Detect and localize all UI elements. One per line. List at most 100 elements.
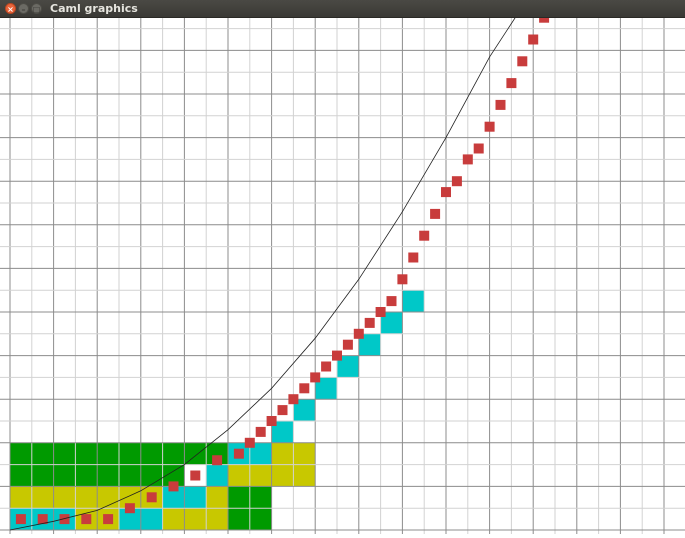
yellow-cell — [31, 486, 54, 509]
yellow-cell — [184, 508, 207, 530]
red-square — [353, 328, 364, 339]
red-square — [451, 176, 462, 187]
red-square — [266, 416, 277, 426]
green-cell — [206, 442, 228, 465]
green-cell — [228, 486, 250, 509]
green-cell — [97, 442, 119, 465]
window-title: Caml graphics — [50, 2, 138, 15]
yellow-cell — [249, 464, 272, 487]
cyan-cell — [206, 464, 228, 487]
cyan-cell — [380, 312, 403, 334]
yellow-cell — [119, 486, 141, 509]
yellow-cell — [53, 486, 76, 509]
green-cell — [140, 464, 163, 487]
green-cell — [10, 464, 32, 487]
red-square — [190, 470, 201, 481]
red-square — [495, 99, 506, 110]
red-square — [15, 514, 26, 525]
red-square — [310, 372, 321, 383]
parabola-curve — [9, 6, 523, 531]
red-square — [441, 187, 451, 198]
cyan-cell — [271, 421, 294, 443]
green-cell — [162, 464, 185, 487]
yellow-cell — [271, 464, 294, 487]
red-square — [146, 492, 157, 503]
red-square — [419, 230, 430, 241]
red-square — [408, 252, 419, 263]
green-cell — [75, 464, 98, 487]
red-square — [277, 405, 288, 416]
red-square — [124, 503, 135, 514]
green-cell — [53, 464, 76, 487]
title-bar: × – □ Caml graphics — [0, 0, 685, 18]
green-cell — [119, 442, 141, 465]
red-square — [255, 426, 266, 437]
green-cell — [53, 442, 76, 465]
yellow-cell — [97, 486, 119, 509]
cyan-cell — [184, 486, 207, 509]
red-square — [364, 317, 375, 328]
red-square — [484, 121, 495, 132]
red-square — [528, 34, 539, 45]
green-cell — [162, 442, 185, 465]
yellow-cell — [10, 486, 32, 509]
yellow-cell — [293, 442, 316, 465]
cyan-cell — [249, 442, 272, 465]
red-square — [375, 307, 386, 317]
minimize-button[interactable]: – — [18, 3, 29, 14]
red-square — [168, 481, 179, 492]
yellow-cell — [293, 464, 316, 487]
yellow-cell — [228, 464, 250, 487]
cyan-cell — [358, 333, 381, 356]
green-cell — [249, 508, 272, 530]
maximize-button[interactable]: □ — [31, 3, 42, 14]
red-square — [212, 455, 223, 466]
red-square — [288, 394, 299, 405]
cyan-cell — [315, 377, 337, 400]
red-square — [506, 78, 517, 89]
red-square — [103, 514, 114, 525]
red-square — [321, 361, 332, 372]
red-square — [59, 514, 70, 525]
grid-layer — [0, 18, 685, 534]
yellow-cell — [206, 486, 228, 509]
red-square — [244, 437, 255, 448]
red-square — [386, 296, 397, 307]
graphics-drawing — [0, 6, 685, 534]
curve-layer — [9, 6, 523, 531]
red-square — [233, 448, 244, 459]
green-cell — [140, 442, 163, 465]
cyan-cell — [337, 355, 359, 378]
cyan-cell — [293, 399, 316, 421]
green-cell — [10, 442, 32, 465]
graphics-canvas — [0, 6, 685, 534]
cyan-cell — [402, 290, 425, 312]
red-square — [332, 350, 342, 361]
close-button[interactable]: × — [5, 3, 16, 14]
cyan-cell — [162, 486, 185, 509]
cyan-cell — [119, 508, 141, 530]
green-cell — [184, 442, 207, 465]
red-square — [430, 208, 441, 219]
red-square — [397, 274, 408, 285]
red-square — [539, 12, 550, 23]
green-cell — [119, 464, 141, 487]
red-square — [299, 383, 310, 394]
yellow-cell — [75, 486, 98, 509]
yellow-cell — [206, 508, 228, 530]
filled-cells-layer — [10, 290, 425, 530]
red-square — [462, 154, 473, 165]
red-squares-layer — [15, 12, 550, 525]
green-cell — [228, 508, 250, 530]
green-cell — [97, 464, 119, 487]
red-square — [473, 143, 484, 154]
yellow-cell — [162, 508, 185, 530]
red-square — [81, 514, 92, 525]
red-square — [517, 56, 528, 67]
red-square — [37, 514, 48, 525]
cyan-cell — [140, 508, 163, 530]
green-cell — [31, 442, 54, 465]
red-square — [342, 339, 353, 350]
green-cell — [75, 442, 98, 465]
